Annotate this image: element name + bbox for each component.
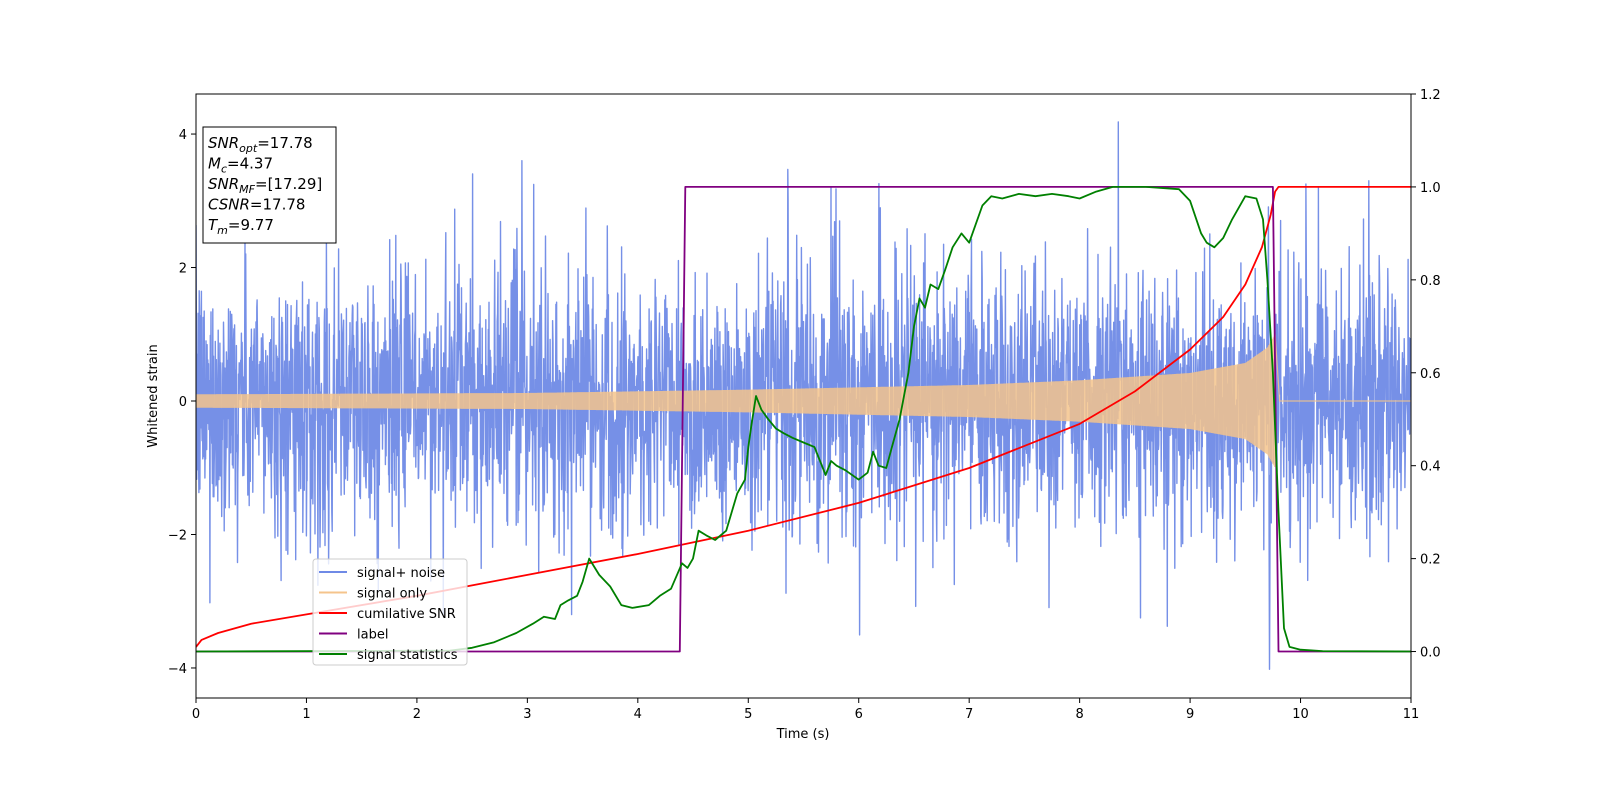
annotation-frame <box>202 126 337 244</box>
annotation-line: SNRopt=17.78 <box>208 134 313 155</box>
x-tick-label: 9 <box>1186 707 1194 722</box>
series-cumilative-snr <box>196 186 1411 648</box>
y-axis-title: Whitened strain <box>146 344 161 447</box>
series-signal-noise <box>196 121 1411 670</box>
legend-label: label <box>357 628 388 643</box>
x-tick-label: 6 <box>855 707 863 722</box>
x-tick-label: 0 <box>192 707 200 722</box>
y-left-tick-label: 4 <box>179 128 187 143</box>
y-right-tick-label: 0.8 <box>1420 274 1441 289</box>
legend: signal+ noise signal only cumilative SNR la… <box>312 558 468 666</box>
x-tick-label: 7 <box>965 707 973 722</box>
y-right-tick-label: 1.2 <box>1420 88 1441 103</box>
legend-frame <box>312 558 468 666</box>
x-tick-label: 4 <box>634 707 642 722</box>
x-tick-label: 3 <box>523 707 531 722</box>
x-tick-label: 11 <box>1403 707 1420 722</box>
y-axis-left: −4 −2 0 2 4 <box>168 128 196 677</box>
annotation-line: SNRMF=[17.29] <box>208 175 322 196</box>
y-left-tick-label: 0 <box>179 395 187 410</box>
y-right-tick-label: 0.6 <box>1420 367 1441 382</box>
annotation-box: SNRopt=17.78Mc=4.37SNRMF=[17.29]CSNR=17.… <box>202 126 337 244</box>
series-layer <box>196 121 1411 670</box>
plot-frame <box>195 93 1412 699</box>
y-right-tick-label: 0.2 <box>1420 553 1441 568</box>
x-tick-label: 1 <box>302 707 310 722</box>
series-label <box>196 186 1411 653</box>
x-tick-label: 5 <box>744 707 752 722</box>
annotation-line: Mc=4.37 <box>208 155 273 176</box>
x-axis: 0 1 2 3 4 5 6 7 8 9 10 11 <box>192 698 1419 722</box>
legend-label: signal statistics <box>357 648 458 663</box>
annotation-line: Tm=9.77 <box>208 216 274 237</box>
y-right-tick-label: 1.0 <box>1420 181 1441 196</box>
y-axis-right: 0.0 0.2 0.4 0.6 0.8 1.0 1.2 <box>1411 88 1441 661</box>
series-signal-only <box>196 334 1411 468</box>
y-left-tick-label: −2 <box>168 528 187 543</box>
x-tick-label: 8 <box>1075 707 1083 722</box>
y-right-tick-label: 0.4 <box>1420 460 1441 475</box>
y-left-tick-label: −4 <box>168 662 187 677</box>
legend-label: signal only <box>357 587 427 602</box>
legend-label: signal+ noise <box>357 566 445 581</box>
legend-label: cumilative SNR <box>357 607 456 622</box>
series-signal-statistics <box>196 186 1411 653</box>
y-right-tick-label: 0.0 <box>1420 646 1441 661</box>
x-axis-title: Time (s) <box>776 727 830 742</box>
x-tick-label: 10 <box>1292 707 1309 722</box>
y-left-tick-label: 2 <box>179 262 187 277</box>
x-tick-label: 2 <box>413 707 421 722</box>
annotation-line: CSNR=17.78 <box>208 196 305 214</box>
